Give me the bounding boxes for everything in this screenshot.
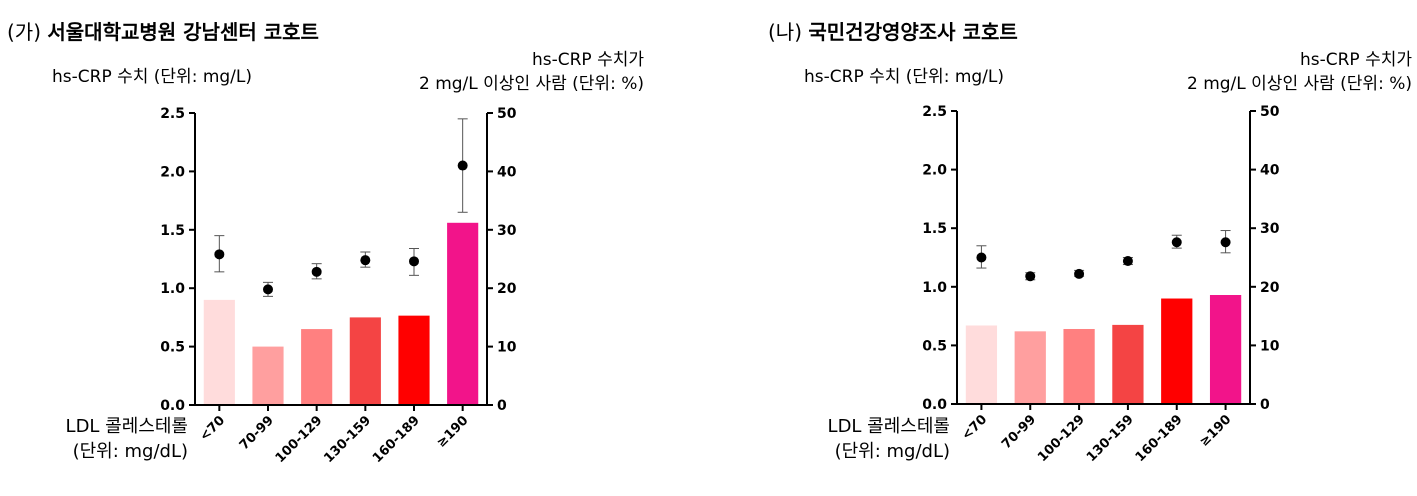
bar xyxy=(1112,324,1144,404)
x-axis-label: LDL 콜레스테롤 (단위: mg/dL) xyxy=(828,414,950,464)
data-point xyxy=(976,252,987,263)
bar xyxy=(1161,298,1193,404)
right-tick-label: 0 xyxy=(1260,397,1270,413)
left-tick-label: 1.5 xyxy=(160,223,185,239)
left-tick-label: 2.0 xyxy=(160,164,185,180)
panel-title-tag: (가) xyxy=(7,20,42,44)
right-tick-label: 30 xyxy=(1260,221,1280,237)
x-tick-label: 70-99 xyxy=(999,412,1039,452)
bar xyxy=(1063,328,1095,404)
x-axis-label-line1: LDL 콜레스테롤 xyxy=(65,416,188,437)
x-axis-label-line2: (단위: mg/dL) xyxy=(72,441,188,462)
chart-panel-1: (가) 서울대학교병원 강남센터 코호트 hs-CRP 수치 (단위: mg/L… xyxy=(0,0,700,496)
right-tick-label: 50 xyxy=(1260,104,1280,120)
data-point xyxy=(1025,271,1036,282)
x-tick-label: 100-129 xyxy=(273,413,326,466)
bar xyxy=(1014,331,1046,404)
right-tick-label: 20 xyxy=(1260,280,1280,296)
bar xyxy=(447,222,479,405)
x-tick-label: ≥190 xyxy=(434,413,471,450)
right-axis-label-line1: hs-CRP 수치가 xyxy=(1299,50,1412,70)
x-tick-label: <70 xyxy=(197,413,228,444)
x-tick-label: 130-159 xyxy=(321,413,374,466)
data-point xyxy=(360,255,371,266)
left-tick-label: 1.5 xyxy=(922,221,947,237)
left-tick-label: 0.5 xyxy=(160,340,185,356)
data-point xyxy=(263,284,273,295)
right-axis-label: hs-CRP 수치가 2 mg/L 이상인 사람 (단위: %) xyxy=(419,48,644,96)
left-tick-label: 1.0 xyxy=(160,281,185,297)
chart-plot-2: 0.0 0.5 1.0 1.5 2.0 2.5 0 10 20 30 40 50 <70 70-99100… xyxy=(922,104,1280,465)
x-axis-label: LDL 콜레스테롤 (단위: mg/dL) xyxy=(66,414,188,464)
bar xyxy=(252,346,284,405)
data-point xyxy=(1074,268,1085,279)
x-tick-label: 130-159 xyxy=(1084,412,1137,465)
bar xyxy=(965,325,998,404)
bar xyxy=(349,317,381,405)
left-tick-label: 2.5 xyxy=(922,104,947,120)
right-tick-label: 40 xyxy=(497,164,517,180)
right-tick-label: 50 xyxy=(497,106,517,122)
chart-panel-2: (나) 국민건강영양조사 코호트 hs-CRP 수치 (단위: mg/L) hs… xyxy=(762,0,1417,496)
bar xyxy=(203,299,235,405)
right-tick-label: 0 xyxy=(497,398,507,414)
panel-title: (가) 서울대학교병원 강남센터 코호트 xyxy=(7,16,319,45)
right-axis-label-line2: 2 mg/L 이상인 사람 (단위: %) xyxy=(418,74,644,94)
right-tick-label: 10 xyxy=(497,340,517,356)
x-tick-label: 100-129 xyxy=(1035,412,1088,465)
bar xyxy=(301,329,333,405)
right-tick-label: 20 xyxy=(497,281,517,297)
data-point xyxy=(311,266,322,277)
data-point xyxy=(214,249,225,260)
panel-title: (나) 국민건강영양조사 코호트 xyxy=(768,16,1018,45)
x-axis-label-line1: LDL 콜레스테롤 xyxy=(827,416,950,437)
x-tick-label: <70 xyxy=(959,412,990,443)
left-tick-label: 2.5 xyxy=(160,106,185,122)
panel-title-tag: (나) xyxy=(768,20,803,44)
bar xyxy=(398,315,430,405)
chart-plot-1: 0.0 0.5 1.0 1.5 2.0 2.5 0 10 20 30 40 50 <70 70-99100… xyxy=(160,106,517,466)
data-point xyxy=(409,256,419,267)
right-tick-label: 30 xyxy=(497,223,517,239)
left-axis-label: hs-CRP 수치 (단위: mg/L) xyxy=(804,67,1005,87)
left-tick-label: 0.0 xyxy=(922,397,947,413)
left-tick-label: 0.0 xyxy=(160,398,185,414)
bar xyxy=(1209,295,1242,404)
x-tick-label: ≥190 xyxy=(1197,412,1234,449)
right-tick-label: 40 xyxy=(1260,163,1280,179)
right-axis-label-line2: 2 mg/L 이상인 사람 (단위: %) xyxy=(1186,74,1412,94)
x-axis-label-line2: (단위: mg/dL) xyxy=(834,441,950,462)
left-axis-label: hs-CRP 수치 (단위: mg/L) xyxy=(52,67,253,87)
panel-title-name: 서울대학교병원 강남센터 코호트 xyxy=(47,20,319,44)
left-tick-label: 0.5 xyxy=(922,338,947,354)
data-point xyxy=(1122,256,1133,267)
right-axis-label: hs-CRP 수치가 2 mg/L 이상인 사람 (단위: %) xyxy=(1187,48,1412,96)
data-point xyxy=(457,160,468,171)
x-tick-label: 70-99 xyxy=(237,413,277,453)
right-axis-label-line1: hs-CRP 수치가 xyxy=(531,50,644,70)
right-tick-label: 10 xyxy=(1260,338,1280,354)
x-tick-label: 160-189 xyxy=(370,413,423,466)
x-tick-label: 160-189 xyxy=(1133,412,1186,465)
data-point xyxy=(1171,237,1182,248)
left-tick-label: 1.0 xyxy=(922,280,947,296)
left-tick-label: 2.0 xyxy=(922,163,947,179)
data-point xyxy=(1220,237,1231,248)
panel-title-name: 국민건강영양조사 코호트 xyxy=(808,20,1018,44)
